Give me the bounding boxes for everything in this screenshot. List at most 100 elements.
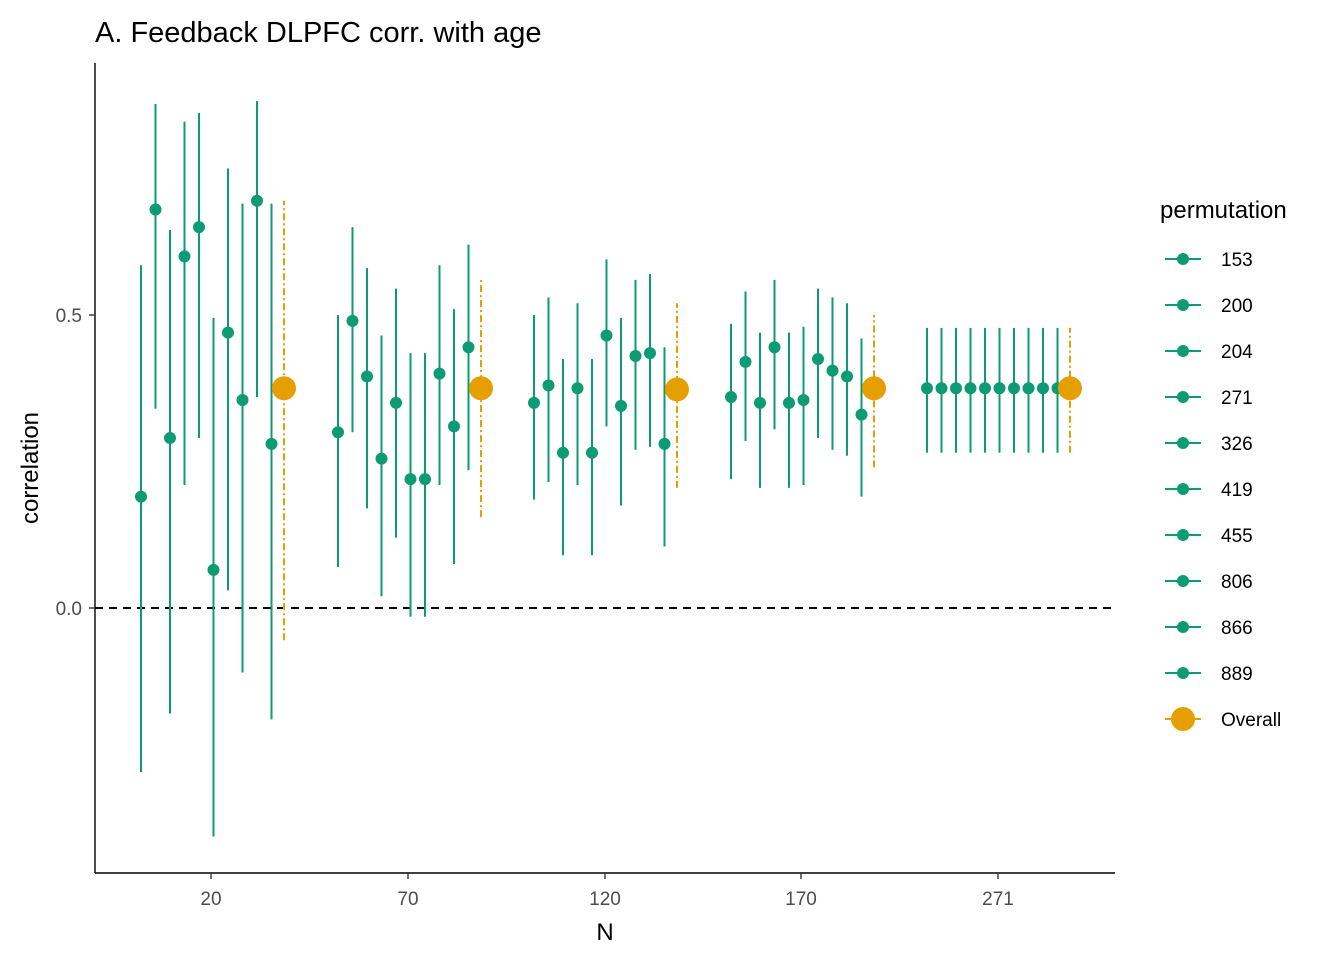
estimate-point bbox=[332, 426, 344, 439]
legend-item: Overall bbox=[1165, 707, 1281, 731]
estimate-point bbox=[178, 250, 191, 263]
overall-point bbox=[665, 377, 689, 402]
estimate-point bbox=[586, 446, 598, 459]
legend-label: 271 bbox=[1221, 388, 1253, 409]
estimate-point bbox=[557, 446, 569, 459]
x-axis-label: N bbox=[596, 919, 613, 946]
estimate-point bbox=[993, 382, 1006, 395]
estimate-point bbox=[251, 194, 263, 207]
legend-label: 419 bbox=[1221, 480, 1253, 501]
group-170 bbox=[725, 279, 886, 497]
legend-key-point bbox=[1177, 299, 1189, 311]
estimate-point bbox=[375, 452, 388, 465]
chart-title: A. Feedback DLPFC corr. with age bbox=[95, 17, 541, 49]
legend-key-point bbox=[1177, 621, 1189, 633]
legend-label: 455 bbox=[1221, 526, 1253, 547]
x-tick-label: 170 bbox=[785, 889, 817, 910]
legend-item: 326 bbox=[1165, 434, 1253, 455]
legend-label: 204 bbox=[1221, 342, 1253, 363]
legend-title: permutation bbox=[1160, 197, 1287, 224]
estimate-point bbox=[768, 341, 781, 354]
legend-label: 806 bbox=[1221, 572, 1253, 593]
estimate-point bbox=[964, 382, 977, 395]
estimate-point bbox=[797, 393, 810, 406]
estimate-point bbox=[754, 396, 766, 409]
legend-label: 326 bbox=[1221, 434, 1253, 455]
legend-label: 153 bbox=[1221, 250, 1253, 271]
legend-key-point bbox=[1177, 667, 1189, 679]
estimate-point bbox=[193, 221, 205, 234]
estimate-point bbox=[528, 396, 540, 409]
overall-point bbox=[1058, 376, 1082, 401]
estimate-point bbox=[841, 370, 853, 383]
plot-area bbox=[95, 101, 1115, 837]
legend-item: 806 bbox=[1165, 572, 1253, 593]
estimate-point bbox=[950, 382, 962, 395]
estimate-point bbox=[783, 396, 795, 409]
estimate-point bbox=[615, 399, 627, 412]
overall-point bbox=[272, 376, 296, 401]
estimate-point bbox=[571, 382, 584, 395]
legend-item: 455 bbox=[1165, 526, 1253, 547]
y-tick-label: 0.5 bbox=[56, 306, 82, 327]
x-axis-ticks: 20 70 120 170 271 bbox=[200, 873, 1014, 910]
group-271 bbox=[921, 327, 1082, 453]
estimate-point bbox=[149, 203, 162, 216]
estimate-point bbox=[658, 437, 671, 450]
y-axis-label: correlation bbox=[17, 412, 44, 524]
legend-key-point bbox=[1177, 529, 1189, 541]
estimate-point bbox=[419, 473, 431, 486]
legend-label: 200 bbox=[1221, 296, 1253, 317]
estimate-point bbox=[135, 490, 147, 503]
legend-item: 271 bbox=[1165, 388, 1253, 409]
estimate-point bbox=[600, 329, 613, 342]
estimate-point bbox=[979, 382, 991, 395]
legend-key-point bbox=[1177, 437, 1189, 449]
legend-item: 204 bbox=[1165, 342, 1253, 363]
legend-item: 866 bbox=[1165, 618, 1253, 639]
x-tick-label: 20 bbox=[200, 889, 221, 910]
estimate-point bbox=[448, 420, 460, 433]
estimate-point bbox=[404, 473, 417, 486]
legend-key-point bbox=[1177, 253, 1189, 265]
legend-key-point bbox=[1177, 345, 1189, 357]
estimate-point bbox=[855, 408, 868, 421]
legend-item: 889 bbox=[1165, 664, 1253, 685]
estimate-point bbox=[921, 382, 933, 395]
estimate-point bbox=[236, 393, 249, 406]
estimate-point bbox=[725, 391, 737, 404]
estimate-point bbox=[629, 350, 642, 363]
group-70 bbox=[332, 227, 493, 617]
legend-key-point bbox=[1177, 483, 1189, 495]
estimate-point bbox=[542, 379, 555, 392]
estimate-point bbox=[812, 352, 824, 365]
estimate-point bbox=[390, 396, 402, 409]
overall-point bbox=[469, 376, 493, 401]
group-120 bbox=[528, 259, 689, 556]
legend-label: Overall bbox=[1221, 710, 1281, 731]
estimate-point bbox=[462, 341, 475, 354]
legend-key-point bbox=[1171, 707, 1195, 731]
legend-key-point bbox=[1177, 391, 1189, 403]
estimate-point bbox=[935, 382, 948, 395]
legend: permutation 153 200 204 271 326 419 455 806 866 8… bbox=[1160, 197, 1287, 731]
y-tick-label: 0.0 bbox=[56, 599, 82, 620]
x-tick-label: 70 bbox=[397, 889, 418, 910]
estimate-point bbox=[265, 437, 278, 450]
legend-key-point bbox=[1177, 575, 1189, 587]
estimate-point bbox=[164, 432, 176, 445]
legend-label: 866 bbox=[1221, 618, 1253, 639]
y-axis-ticks: 0.0 0.5 bbox=[56, 306, 95, 620]
estimate-point bbox=[739, 355, 752, 368]
overall-point bbox=[862, 376, 886, 401]
estimate-point bbox=[644, 347, 656, 360]
estimate-point bbox=[207, 563, 220, 576]
estimate-point bbox=[222, 326, 234, 339]
x-tick-label: 271 bbox=[982, 889, 1014, 910]
x-tick-label: 120 bbox=[589, 889, 621, 910]
legend-item: 200 bbox=[1165, 296, 1253, 317]
legend-item: 419 bbox=[1165, 480, 1253, 501]
estimate-point bbox=[1008, 382, 1020, 395]
estimate-point bbox=[346, 314, 359, 327]
